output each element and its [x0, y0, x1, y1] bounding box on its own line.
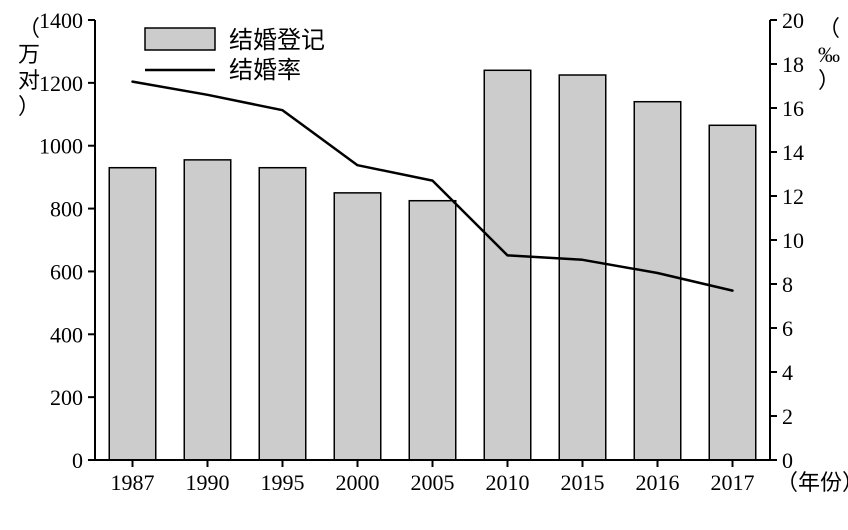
x-tick-label: 1990 [186, 470, 230, 495]
y-left-label: 万 [18, 42, 40, 67]
bar [334, 193, 381, 460]
x-tick-label: 2017 [711, 470, 755, 495]
bar [559, 75, 606, 460]
y-left-tick-label: 1400 [39, 8, 83, 33]
y-right-tick-label: 4 [782, 360, 793, 385]
bar [484, 70, 531, 460]
y-right-tick-label: 18 [782, 52, 804, 77]
x-tick-label: 2016 [636, 470, 680, 495]
x-tick-label: 1987 [111, 470, 155, 495]
y-right-tick-label: 12 [782, 184, 804, 209]
y-left-tick-label: 0 [72, 448, 83, 473]
legend-swatch-bar [145, 28, 215, 50]
x-tick-label: 2000 [336, 470, 380, 495]
marriage-chart: 0200400600800100012001400024681012141618… [0, 0, 848, 530]
x-tick-label: 2005 [411, 470, 455, 495]
y-right-tick-label: 10 [782, 228, 804, 253]
x-axis-label: （年份） [776, 470, 848, 495]
bar [709, 125, 756, 460]
x-tick-label: 1995 [261, 470, 305, 495]
y-left-label: ） [18, 94, 40, 119]
x-tick-label: 2015 [561, 470, 605, 495]
y-left-label: （ [18, 16, 40, 41]
y-left-tick-label: 1200 [39, 71, 83, 96]
legend-label-bar: 结婚登记 [229, 27, 325, 54]
bar [184, 160, 231, 460]
y-right-label: （ [818, 16, 840, 41]
y-left-tick-label: 200 [50, 385, 83, 410]
bar [109, 168, 156, 460]
bar [634, 102, 681, 460]
x-tick-label: 2010 [486, 470, 530, 495]
bar [259, 168, 306, 460]
chart-svg: 0200400600800100012001400024681012141618… [0, 0, 848, 530]
y-left-tick-label: 800 [50, 197, 83, 222]
y-left-tick-label: 1000 [39, 134, 83, 159]
y-right-tick-label: 20 [782, 8, 804, 33]
y-right-label: ‰ [818, 42, 840, 67]
legend-label-line: 结婚率 [229, 57, 301, 84]
y-left-tick-label: 400 [50, 322, 83, 347]
bar [409, 201, 456, 460]
y-right-tick-label: 16 [782, 96, 804, 121]
y-left-label: 对 [18, 68, 40, 93]
y-left-tick-label: 600 [50, 259, 83, 284]
y-right-tick-label: 8 [782, 272, 793, 297]
y-right-tick-label: 6 [782, 316, 793, 341]
y-right-tick-label: 14 [782, 140, 804, 165]
y-right-tick-label: 2 [782, 404, 793, 429]
y-right-label: ） [818, 68, 840, 93]
